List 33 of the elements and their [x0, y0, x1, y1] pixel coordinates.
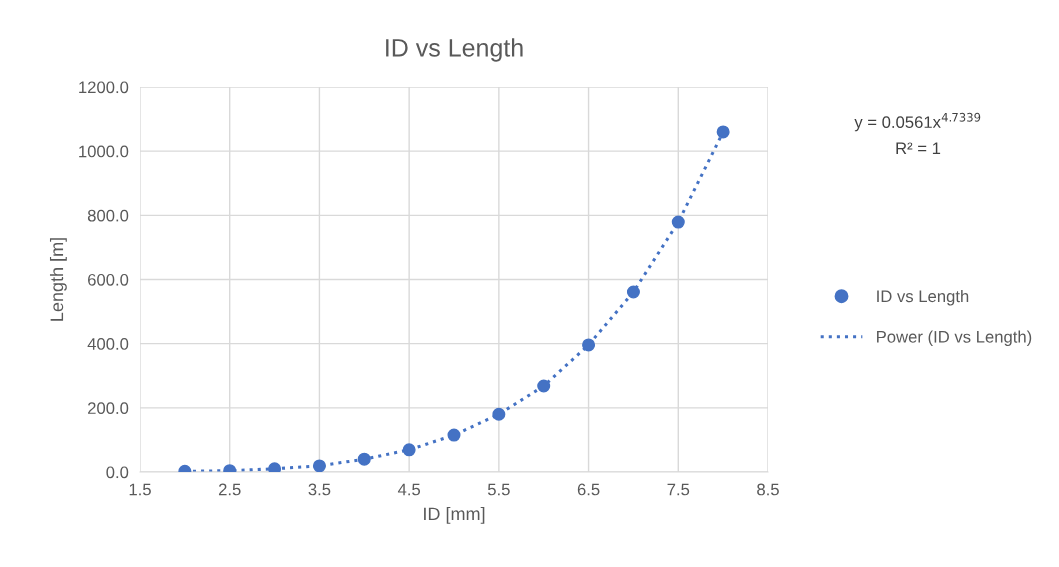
text: y = 0.0561x$^{4.7339}$ [854, 112, 981, 132]
x-tick-label: 8.5 [757, 483, 779, 496]
point [671, 215, 685, 229]
x-tick-label: 1.5 [129, 483, 151, 496]
point [312, 459, 326, 472]
x-tick-label: 5.5 [487, 483, 510, 496]
x-tick-label: 2.5 [218, 483, 241, 496]
chart-title: ID vs Length [386, 38, 523, 62]
point [402, 443, 416, 457]
point [582, 338, 596, 352]
legend-label: ID vs Length [877, 289, 969, 306]
text: R² = 1 [896, 142, 941, 154]
y-axis-title: Length [m] [49, 238, 67, 321]
x-tick-label: 3.5 [308, 483, 331, 496]
point [357, 452, 371, 466]
y-tick-label: 400.0 [87, 338, 129, 350]
y-tick-label: 600.0 [88, 273, 129, 286]
point [626, 285, 640, 299]
point [716, 125, 730, 139]
point [268, 462, 282, 472]
y-tick-label: 0.0 [106, 466, 129, 479]
point [537, 379, 551, 393]
legend-label: Power (ID vs Length) [877, 330, 1032, 347]
point [492, 407, 506, 421]
point [447, 428, 461, 442]
x-tick-label: 7.5 [667, 483, 690, 496]
x-tick-label: 6.5 [577, 483, 600, 496]
y-tick-label: 200.0 [88, 402, 129, 415]
y-tick-label: 1200.0 [79, 81, 129, 94]
y-tick-label: 800.0 [87, 209, 129, 222]
y-tick-label: 1000.0 [79, 145, 129, 158]
x-tick-label: 4.5 [397, 483, 421, 496]
x-axis-title: ID [mm] [424, 506, 485, 524]
